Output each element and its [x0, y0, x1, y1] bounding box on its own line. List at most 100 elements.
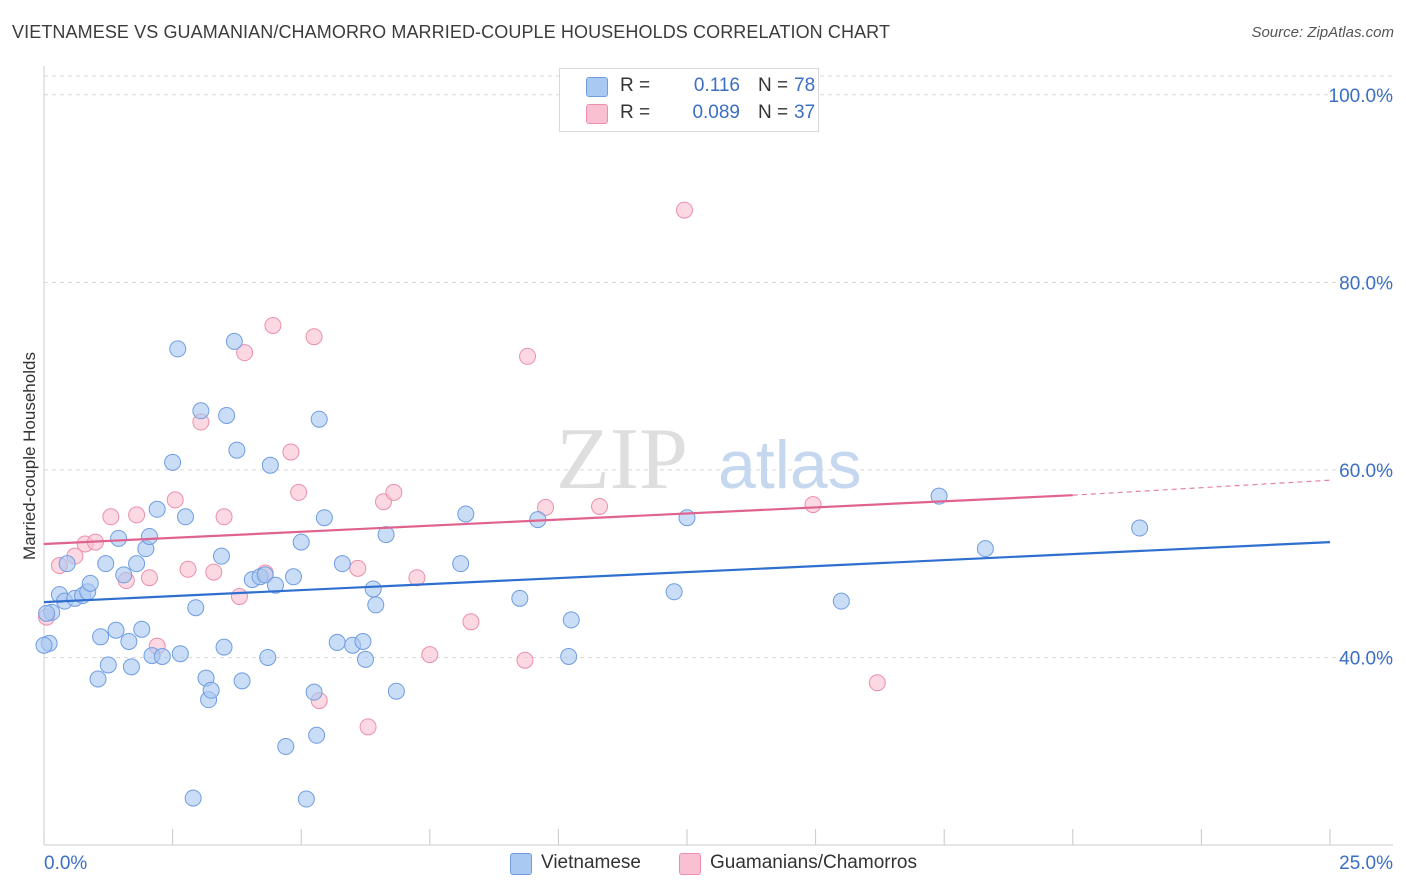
- scatter-point: [128, 506, 146, 524]
- scatter-point: [259, 648, 277, 666]
- scatter-point: [665, 583, 683, 601]
- scatter-point: [452, 555, 470, 573]
- scatter-point: [282, 443, 300, 461]
- legend-r-value: 0.116: [693, 75, 740, 96]
- scatter-point: [308, 726, 326, 744]
- tick-labels-layer: 100.0% 80.0% 60.0% 40.0% 0.0% 25.0%: [44, 86, 1393, 874]
- scatter-point: [675, 201, 693, 219]
- scatter-point: [97, 555, 115, 573]
- scatter-point: [236, 344, 254, 362]
- y-tick-label: 60.0%: [1339, 461, 1393, 482]
- trend-line-guamanian-extension: [1072, 479, 1331, 496]
- scatter-point: [305, 328, 323, 346]
- scatter-point: [192, 402, 210, 420]
- legend-label-guamanian: Guamanians/Chamorros: [710, 852, 917, 873]
- trend-line-vietnamese: [43, 540, 1331, 604]
- scatter-point: [115, 566, 133, 584]
- watermark: ZIP atlas: [556, 411, 862, 508]
- scatter-point: [230, 587, 248, 605]
- scatter-point: [166, 491, 184, 509]
- scatter-point: [804, 496, 822, 514]
- legend-n-label: N =: [758, 75, 789, 96]
- scatter-point: [333, 555, 351, 573]
- scatter-point: [120, 632, 138, 650]
- scatter-point: [868, 674, 886, 692]
- scatter-point: [256, 566, 274, 584]
- scatter-point: [297, 790, 315, 808]
- scatter-point: [832, 592, 850, 610]
- scatter-point: [187, 599, 205, 617]
- scatter-point: [367, 596, 385, 614]
- legend-r-label: R =: [620, 75, 651, 96]
- stats-legend: R = 0.116 N = 78 R = 0.089 N = 37: [559, 68, 819, 132]
- scatter-point: [292, 533, 310, 551]
- scatter-point: [218, 406, 236, 424]
- scatter-point: [92, 628, 110, 646]
- scatter-point: [462, 613, 480, 631]
- legend-label-vietnamese: Vietnamese: [541, 852, 641, 873]
- scatter-point: [102, 508, 120, 526]
- watermark-zip: ZIP: [556, 411, 688, 508]
- y-tick-label: 100.0%: [1329, 86, 1394, 107]
- y-tick-label: 40.0%: [1339, 648, 1393, 669]
- scatter-point: [357, 650, 374, 668]
- y-tick-label: 80.0%: [1339, 273, 1393, 294]
- scatter-point: [89, 670, 107, 688]
- watermark-atlas: atlas: [718, 427, 862, 503]
- scatter-point: [140, 527, 158, 545]
- scatter-point: [228, 441, 246, 459]
- scatter-point: [349, 559, 367, 577]
- scatter-point: [511, 589, 529, 607]
- scatter-point: [215, 508, 233, 526]
- scatter-point: [1131, 519, 1149, 537]
- scatter-point: [107, 621, 125, 639]
- scatter-point: [560, 648, 578, 666]
- scatter-point: [930, 487, 948, 505]
- scatter-point: [354, 632, 372, 650]
- scatter-point: [99, 656, 117, 674]
- source-label: Source: ZipAtlas.com: [1251, 24, 1394, 41]
- scatter-point: [153, 648, 171, 666]
- scatter-point: [133, 620, 151, 638]
- axis-layer: [43, 66, 1393, 846]
- legend-r-value: 0.089: [692, 102, 740, 123]
- scatter-point: [202, 681, 220, 699]
- scatter-point: [225, 332, 243, 350]
- scatter-point: [359, 718, 377, 736]
- legend-r-label: R =: [620, 102, 651, 123]
- scatter-point: [457, 505, 475, 523]
- scatter-point: [537, 498, 555, 516]
- scatter-point: [128, 555, 146, 573]
- scatter-point: [205, 563, 223, 581]
- scatter-point: [377, 526, 395, 544]
- scatter-point: [212, 547, 230, 565]
- scatter-point: [976, 540, 994, 558]
- scatter-point: [169, 340, 187, 358]
- x-tick-label: 0.0%: [44, 853, 87, 874]
- scatter-point: [519, 347, 537, 365]
- legend-swatch-pink: [586, 104, 608, 124]
- legend-swatch-pink: [679, 853, 701, 875]
- scatter-point: [290, 483, 308, 501]
- scatter-point: [385, 483, 403, 501]
- scatter-point: [421, 646, 439, 664]
- scatter-point: [328, 633, 346, 651]
- legend-n-value: 37: [794, 102, 816, 123]
- scatter-point: [266, 576, 284, 594]
- scatter-point: [38, 604, 56, 622]
- scatter-point: [562, 611, 580, 629]
- trend-layer: [43, 479, 1331, 604]
- scatter-point: [81, 574, 99, 592]
- scatter-point: [387, 682, 405, 700]
- scatter-point: [315, 509, 333, 527]
- scatter-point: [148, 500, 166, 518]
- scatter-point: [164, 453, 182, 471]
- scatter-point: [310, 410, 328, 428]
- scatter-point: [591, 497, 609, 515]
- scatter-point: [305, 683, 323, 701]
- legend-swatch-blue: [586, 77, 608, 97]
- points-layer: [35, 201, 1149, 808]
- scatter-point: [678, 509, 696, 527]
- scatter-point: [408, 569, 426, 587]
